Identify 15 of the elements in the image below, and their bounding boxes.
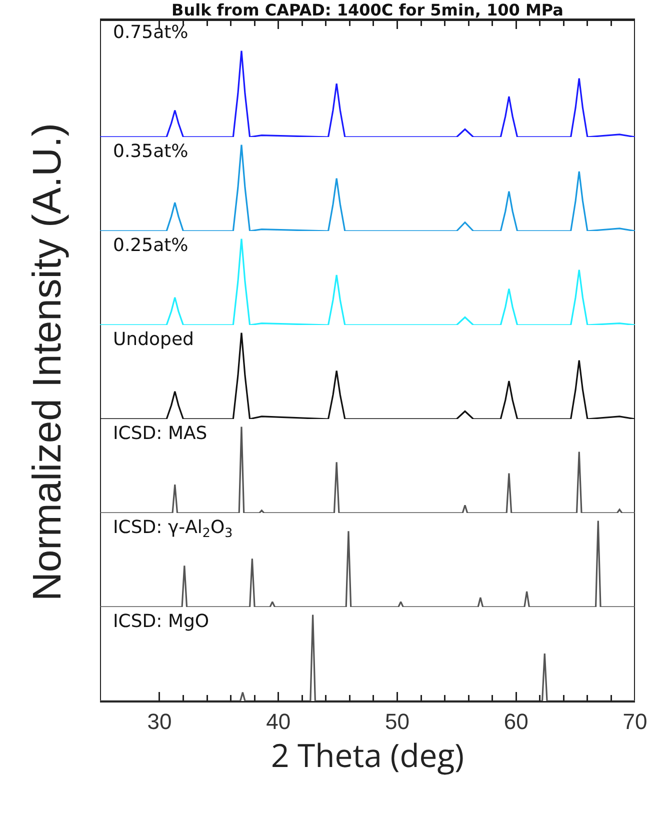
x-tick-label: 50 bbox=[384, 708, 410, 734]
series-label: ICSD: MAS bbox=[113, 423, 208, 444]
x-tick-label: 40 bbox=[266, 708, 291, 734]
chart-title: Bulk from CAPAD: 1400C for 5min, 100 MPa bbox=[172, 0, 564, 20]
series-label: ICSD: γ-Al$_{2}$O$_{3}$ bbox=[113, 517, 233, 540]
x-axis-title: 2 Theta (deg) bbox=[270, 734, 464, 777]
text: 0.25at% bbox=[113, 235, 188, 256]
text: 0.35at% bbox=[113, 141, 188, 162]
x-tick-label: 60 bbox=[504, 708, 528, 734]
y-axis-title: Normalized Intensity (A.U.) bbox=[26, 123, 70, 601]
text: Undoped bbox=[113, 329, 194, 350]
x-tick-label: 30 bbox=[147, 708, 172, 734]
text: 0.75at% bbox=[113, 22, 188, 43]
text: ICSD: MgO bbox=[113, 611, 210, 632]
x-tick-label: 70 bbox=[622, 708, 648, 734]
